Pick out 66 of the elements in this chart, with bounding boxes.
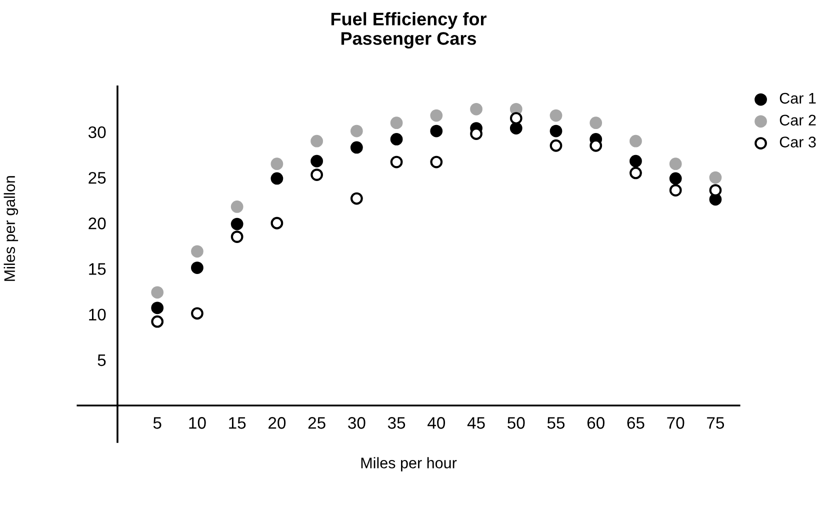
point xyxy=(350,192,363,205)
point xyxy=(191,262,204,274)
y-tick-label: 15 xyxy=(89,263,106,275)
point xyxy=(151,286,164,299)
point xyxy=(550,124,562,138)
x-tick-label: 45 xyxy=(467,417,485,429)
point xyxy=(510,122,522,134)
x-tick-label: 65 xyxy=(627,417,644,429)
x-axis-title: Miles per hour xyxy=(361,457,457,472)
y-tick-label: 10 xyxy=(89,308,106,321)
point xyxy=(270,158,284,170)
x-tick-label: 30 xyxy=(348,417,366,429)
x-tick-label: 5 xyxy=(153,417,162,429)
x-tick-label: 10 xyxy=(189,417,206,429)
point xyxy=(191,245,204,258)
point xyxy=(630,154,642,168)
point xyxy=(270,216,284,230)
y-tick-label: 5 xyxy=(98,354,106,366)
point xyxy=(390,116,403,130)
point xyxy=(470,102,482,116)
point xyxy=(430,109,443,122)
x-tick-label: 70 xyxy=(667,417,684,429)
point xyxy=(709,184,722,196)
chart-title: Fuel Efficiency for Passenger Cars xyxy=(331,12,486,49)
legend-label: Car 2 xyxy=(780,114,816,126)
legend-label: Car 3 xyxy=(780,136,816,148)
point xyxy=(550,139,562,152)
x-tick-label: 75 xyxy=(707,417,724,429)
y-tick-label: 25 xyxy=(88,172,106,184)
point xyxy=(590,116,602,130)
point xyxy=(510,112,522,124)
point xyxy=(669,172,682,185)
x-tick-label: 20 xyxy=(268,417,286,429)
x-tick-label: 55 xyxy=(547,417,565,429)
point xyxy=(310,154,324,168)
point xyxy=(630,134,642,148)
point xyxy=(310,168,324,181)
x-tick-label: 35 xyxy=(388,417,406,429)
y-axis-title: Miles per gallon xyxy=(4,176,18,281)
point xyxy=(550,109,562,122)
point xyxy=(669,158,682,170)
point xyxy=(230,218,244,230)
point xyxy=(310,134,324,148)
point xyxy=(191,307,204,320)
x-tick-label: 15 xyxy=(229,417,246,429)
point xyxy=(430,156,443,168)
point xyxy=(350,141,363,154)
point xyxy=(630,166,642,180)
point xyxy=(669,184,682,196)
point xyxy=(390,156,403,168)
legend-label: Car 1 xyxy=(780,92,816,104)
point xyxy=(230,200,244,213)
y-tick-label: 20 xyxy=(88,218,106,230)
point xyxy=(430,124,443,138)
point xyxy=(151,302,164,314)
y-tick-label: 30 xyxy=(88,126,106,138)
point xyxy=(151,315,164,328)
x-tick-label: 50 xyxy=(508,417,525,429)
point xyxy=(350,124,363,138)
point xyxy=(709,171,722,184)
point xyxy=(390,133,403,146)
x-tick-label: 40 xyxy=(428,417,446,429)
point xyxy=(270,172,284,185)
x-tick-label: 25 xyxy=(308,417,326,429)
point xyxy=(230,230,244,243)
x-tick-label: 60 xyxy=(587,417,604,429)
